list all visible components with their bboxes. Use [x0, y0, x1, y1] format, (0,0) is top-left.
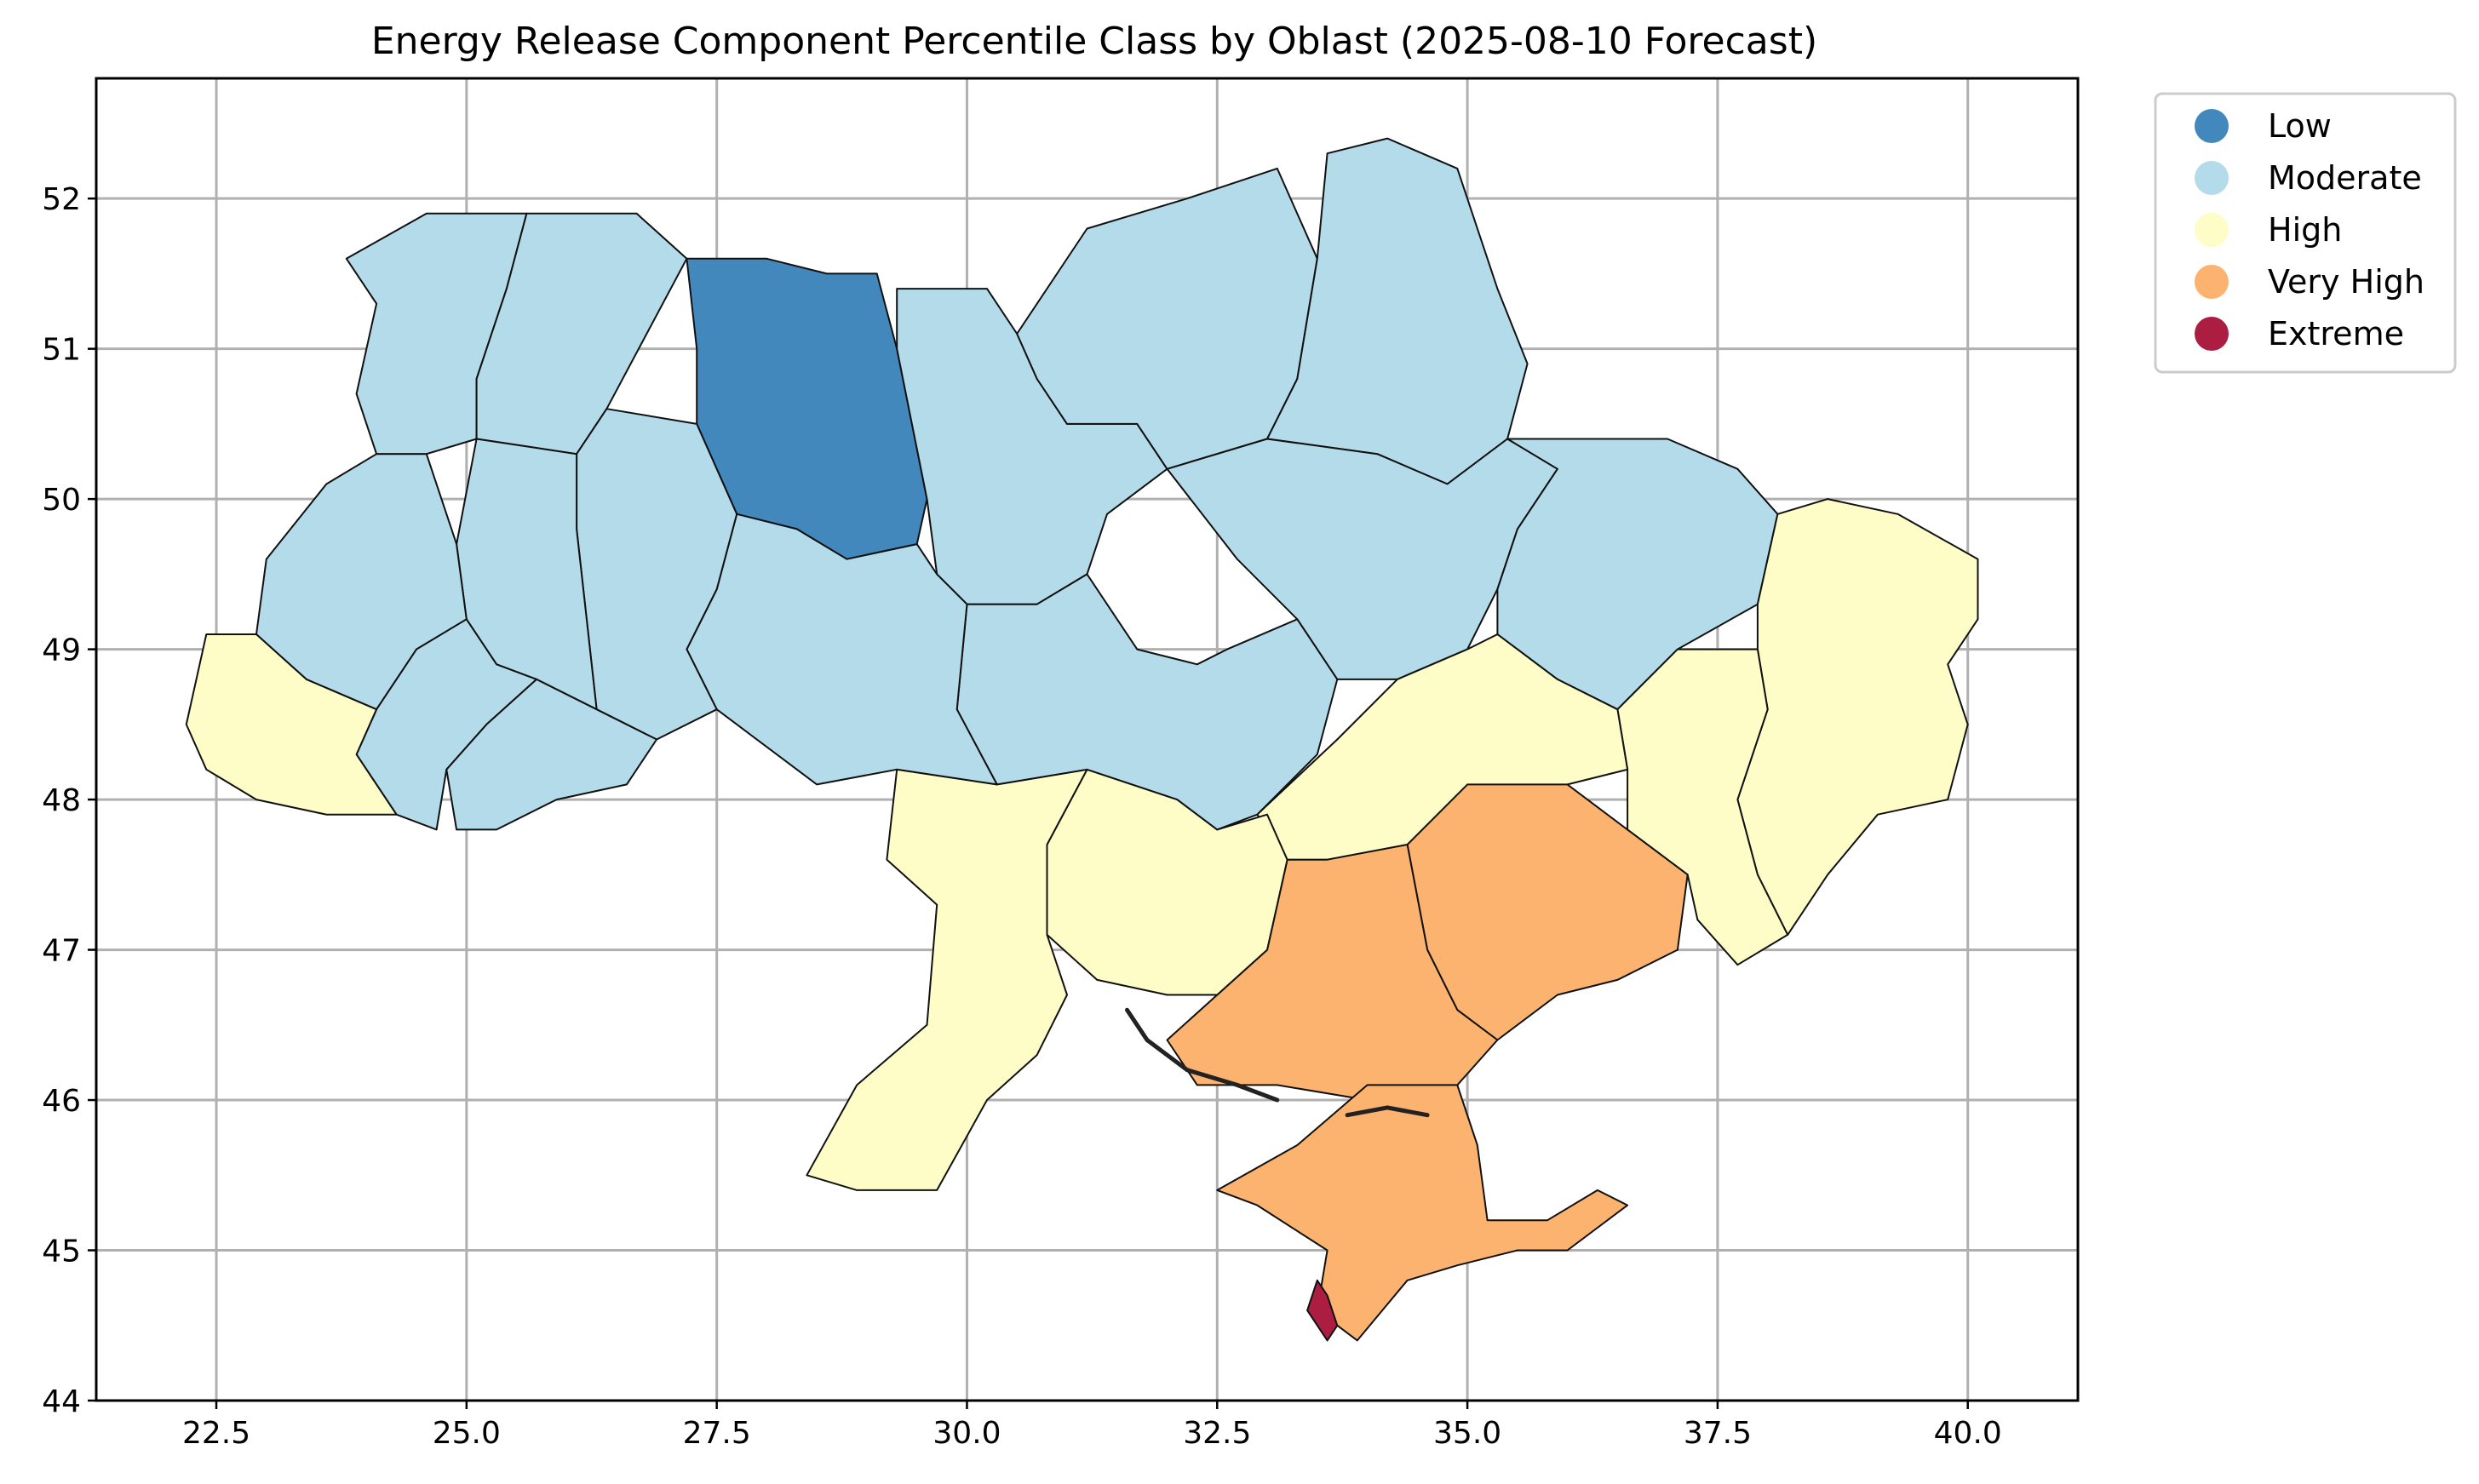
x-tick-label-4: 32.5 — [1183, 1416, 1251, 1451]
legend-marker-2 — [2195, 213, 2229, 247]
plot-area: 22.5 25.0 27.5 30.0 32.5 35.0 37.5 40.0 4445464… — [42, 77, 2080, 1451]
legend: Low Moderate High Very High Extreme — [2154, 92, 2457, 374]
legend-marker-3 — [2195, 265, 2229, 299]
coast-line-1 — [1345, 1105, 1430, 1118]
oblast-region-5 — [1266, 137, 1529, 485]
oblast-regions — [185, 137, 1979, 1342]
oblast-region-24 — [185, 633, 398, 816]
legend-marker-1 — [2195, 161, 2229, 195]
oblast-region-8 — [1736, 498, 1979, 936]
chart-title: Energy Release Component Percentile Clas… — [371, 20, 1817, 63]
axes-frame — [95, 77, 2080, 1402]
y-tick-label-2: 46 — [42, 1084, 81, 1119]
oblast-region-23 — [445, 678, 658, 831]
x-tick-label-0: 22.5 — [182, 1416, 250, 1451]
y-tick-label-6: 50 — [42, 483, 81, 518]
x-tick-label-7: 40.0 — [1934, 1416, 2002, 1451]
y-tick-label-8: 52 — [42, 182, 81, 217]
x-tick-label-3: 30.0 — [932, 1416, 1001, 1451]
oblast-region-14 — [1306, 1279, 1339, 1342]
coast-lines — [1125, 1007, 1430, 1118]
oblast-region-13 — [1216, 1084, 1629, 1342]
legend-marker-4 — [2195, 317, 2229, 351]
x-tick-label-6: 37.5 — [1684, 1416, 1752, 1451]
y-tick-label-5: 49 — [42, 633, 81, 668]
y-axis-ticks: 44 45 46 47 48 49 50 51 52 — [42, 182, 96, 1419]
legend-label-4: Extreme — [2268, 315, 2404, 352]
oblast-region-6 — [1166, 438, 1558, 680]
legend-label-1: Moderate — [2268, 159, 2422, 197]
legend-marker-0 — [2195, 109, 2229, 143]
y-tick-label-3: 47 — [42, 934, 81, 969]
coast-line-0 — [1125, 1007, 1280, 1103]
y-tick-label-1: 45 — [42, 1235, 81, 1269]
legend-frame — [2154, 92, 2457, 374]
x-tick-label-1: 25.0 — [433, 1416, 501, 1451]
legend-label-0: Low — [2268, 107, 2332, 145]
x-tick-label-2: 27.5 — [683, 1416, 751, 1451]
y-tick-label-0: 44 — [42, 1384, 81, 1419]
oblast-region-16 — [806, 768, 1088, 1191]
oblast-region-17 — [955, 573, 1339, 831]
x-axis-ticks: 22.5 25.0 27.5 30.0 32.5 35.0 37.5 40.0 — [182, 1401, 2002, 1451]
legend-label-3: Very High — [2268, 263, 2424, 301]
legend-label-2: High — [2268, 211, 2342, 249]
x-tick-label-5: 35.0 — [1433, 1416, 1501, 1451]
y-tick-label-7: 51 — [42, 333, 81, 368]
y-tick-label-4: 48 — [42, 783, 81, 818]
